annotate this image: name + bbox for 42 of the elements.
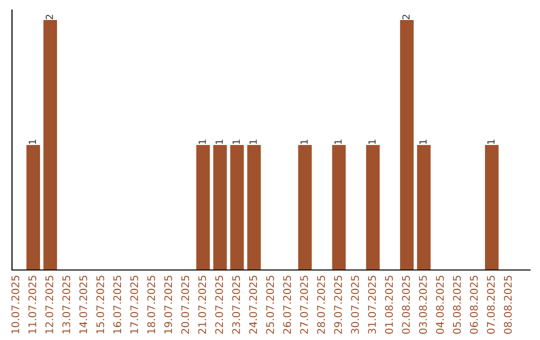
x-tick-label: 22.07.2025: [215, 276, 224, 334]
x-tick-label: 15.07.2025: [96, 276, 104, 334]
x-tick-label: 13.07.2025: [62, 276, 70, 334]
data-label: 1: [487, 140, 494, 144]
x-tick-label: 19.07.2025: [164, 276, 172, 334]
x-tick-label: 02.08.2025: [402, 276, 410, 334]
x-tick-label: 29.07.2025: [334, 276, 342, 334]
data-label: 1: [198, 140, 206, 144]
x-tick-label: 27.07.2025: [300, 276, 308, 334]
x-tick-label: 08.08.2025: [504, 276, 512, 334]
x-tick-label: 10.07.2025: [11, 276, 20, 334]
data-label: 1: [300, 140, 308, 144]
x-tick-label: 05.08.2025: [452, 276, 461, 334]
x-tick-label: 23.07.2025: [232, 276, 240, 334]
x-tick-label: 21.07.2025: [198, 276, 206, 334]
data-label: 1: [232, 140, 240, 144]
x-tick-label: 26.07.2025: [283, 276, 292, 334]
x-tick-label: 01.08.2025: [385, 276, 393, 334]
data-label: 1: [28, 140, 36, 144]
data-label: 1: [216, 140, 223, 144]
x-tick-label: 03.08.2025: [418, 276, 427, 334]
data-label: 1: [419, 140, 427, 144]
x-tick-label: 25.07.2025: [266, 276, 274, 334]
x-tick-label: 06.08.2025: [470, 276, 478, 334]
x-tick-label: 17.07.2025: [130, 276, 138, 334]
x-tick-label: 11.07.2025: [28, 276, 36, 334]
x-tick-label: 20.07.2025: [181, 276, 190, 334]
data-label: 2: [46, 14, 53, 20]
x-tick-label: 30.07.2025: [351, 276, 359, 334]
x-tick-label: 18.07.2025: [147, 276, 156, 334]
x-tick-label: 04.08.2025: [436, 276, 444, 334]
data-label: 1: [334, 140, 342, 144]
x-tick-label: 14.07.2025: [79, 276, 88, 334]
data-label: 1: [250, 140, 257, 144]
x-tick-label: 12.07.2025: [45, 276, 54, 334]
data-label: 2: [402, 14, 410, 20]
x-tick-label: 24.07.2025: [249, 276, 258, 334]
data-label: 1: [368, 140, 376, 144]
x-tick-label: 07.08.2025: [486, 276, 495, 334]
x-tick-label: 16.07.2025: [113, 276, 122, 334]
x-tick-label: 31.07.2025: [368, 276, 376, 334]
x-tick-label: 28.07.2025: [317, 276, 325, 334]
